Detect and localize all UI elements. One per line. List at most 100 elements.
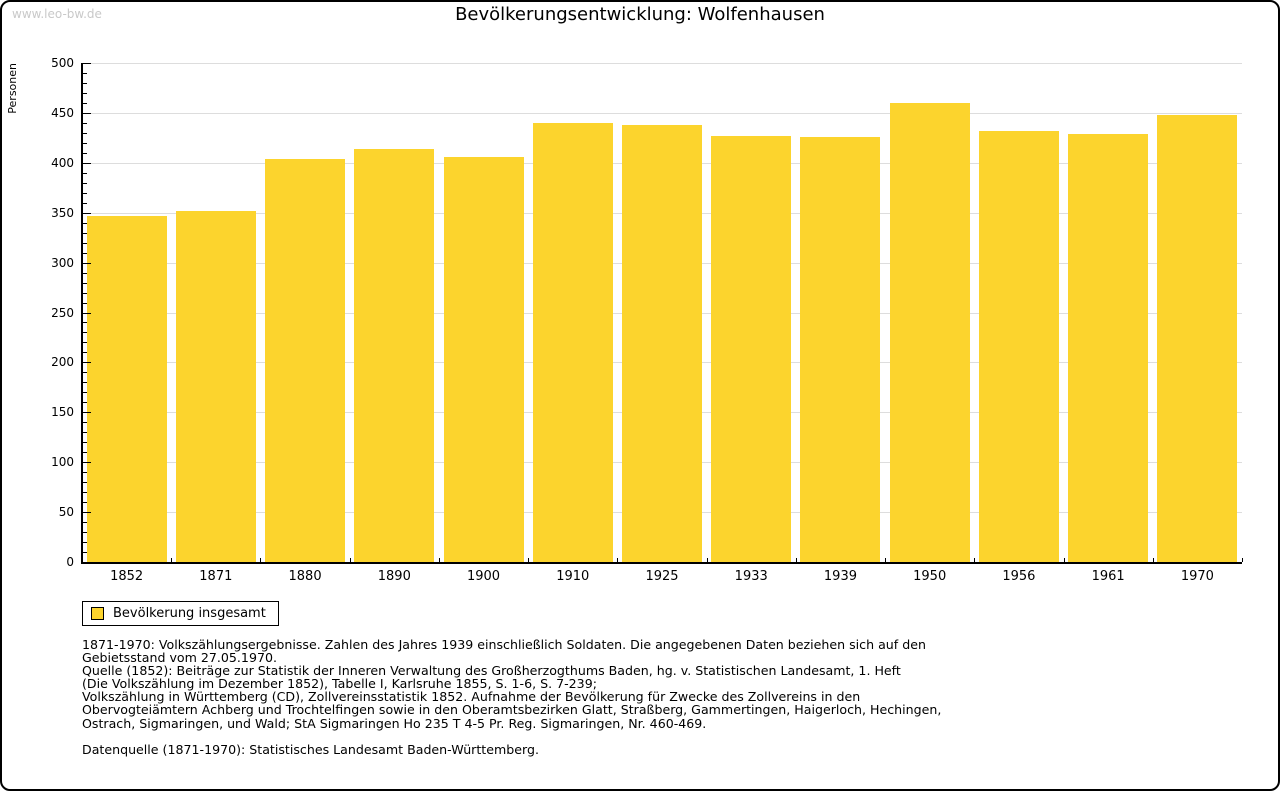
y-minor-tick <box>83 292 87 294</box>
y-major-tick <box>83 362 91 364</box>
x-tick <box>349 558 351 562</box>
y-minor-tick <box>83 302 87 304</box>
x-axis-line <box>81 562 1242 564</box>
footnote-line: Volkszählung in Württemberg (CD), Zollve… <box>82 689 861 705</box>
y-minor-tick <box>83 372 87 374</box>
bar <box>175 210 256 562</box>
x-tick-label: 1852 <box>110 569 144 584</box>
y-minor-tick <box>83 152 87 154</box>
bar <box>889 102 970 562</box>
y-minor-tick <box>83 342 87 344</box>
y-major-tick <box>83 462 91 464</box>
bar <box>86 215 167 562</box>
y-minor-tick <box>83 482 87 484</box>
x-tick-label: 1880 <box>288 569 322 584</box>
x-tick-label: 1933 <box>734 569 768 584</box>
x-tick <box>438 558 440 562</box>
y-major-tick <box>83 63 91 64</box>
x-tick <box>528 558 530 562</box>
y-tick-label: 350 <box>51 205 74 220</box>
y-minor-tick <box>83 352 87 354</box>
bar <box>443 156 524 562</box>
y-minor-tick <box>83 552 87 554</box>
y-minor-tick <box>83 182 87 184</box>
bar <box>265 158 346 562</box>
y-tick-label: 100 <box>51 455 74 470</box>
y-minor-tick <box>83 122 87 124</box>
y-minor-tick <box>83 382 87 384</box>
x-tick-label: 1961 <box>1091 569 1125 584</box>
y-minor-tick <box>83 72 87 74</box>
bar <box>354 148 435 562</box>
y-tick-label: 400 <box>51 155 74 170</box>
y-minor-tick <box>83 242 87 244</box>
y-tick-label: 150 <box>51 405 74 420</box>
bar <box>1068 133 1149 562</box>
y-minor-tick <box>83 532 87 534</box>
bar <box>800 136 881 562</box>
bar <box>978 130 1059 562</box>
y-minor-tick <box>83 172 87 174</box>
datasource-line: Datenquelle (1871-1970): Statistisches L… <box>82 742 539 757</box>
y-minor-tick <box>83 202 87 204</box>
y-minor-tick <box>83 252 87 254</box>
x-tick-label: 1950 <box>913 569 947 584</box>
y-minor-tick <box>83 402 87 404</box>
bar <box>711 135 792 562</box>
y-minor-tick <box>83 272 87 274</box>
y-major-tick <box>83 162 91 164</box>
y-major-tick <box>83 212 91 214</box>
y-minor-tick <box>83 472 87 474</box>
x-tick <box>1242 558 1243 562</box>
gridline <box>82 63 1242 64</box>
y-tick-label: 0 <box>66 555 74 569</box>
footnote-line: 1871-1970: Volkszählungsergebnisse. Zahl… <box>82 637 926 652</box>
y-minor-tick <box>83 332 87 334</box>
y-minor-tick <box>83 82 87 84</box>
y-minor-tick <box>83 102 87 104</box>
y-minor-tick <box>83 452 87 454</box>
x-tick-label: 1970 <box>1180 569 1214 584</box>
y-minor-tick <box>83 432 87 434</box>
gridline <box>82 112 1242 114</box>
x-tick-label: 1890 <box>377 569 411 584</box>
bar <box>622 124 702 562</box>
y-minor-tick <box>83 282 87 284</box>
x-tick-label: 1925 <box>645 569 679 584</box>
legend-label: Bevölkerung insgesamt <box>113 606 266 621</box>
footnote-line: Gebietsstand vom 27.05.1970. <box>82 650 277 666</box>
y-minor-tick <box>83 232 87 234</box>
y-minor-tick <box>83 502 87 504</box>
x-tick <box>260 558 262 562</box>
footnote-line: (Die Volkszählung im Dezember 1852), Tab… <box>82 676 597 692</box>
y-minor-tick <box>83 142 87 144</box>
y-minor-tick <box>83 422 87 424</box>
y-tick-label: 300 <box>51 255 74 270</box>
y-minor-tick <box>83 392 87 394</box>
y-major-tick <box>83 512 91 514</box>
y-minor-tick <box>83 322 87 324</box>
y-minor-tick <box>83 492 87 494</box>
y-minor-tick <box>83 542 87 544</box>
x-tick <box>706 558 708 562</box>
x-tick-label: 1956 <box>1002 569 1036 584</box>
y-minor-tick <box>83 132 87 134</box>
y-minor-tick <box>83 192 87 194</box>
x-tick-label: 1939 <box>823 569 857 584</box>
y-tick-label: 450 <box>51 105 74 120</box>
legend-swatch <box>91 607 104 620</box>
y-major-tick <box>83 312 91 314</box>
y-tick-label: 200 <box>51 355 74 370</box>
x-tick <box>885 558 887 562</box>
x-tick <box>617 558 619 562</box>
x-tick <box>82 558 83 562</box>
x-tick-label: 1871 <box>199 569 233 584</box>
y-minor-tick <box>83 522 87 524</box>
y-tick-label: 250 <box>51 305 74 320</box>
footnotes: 1871-1970: Volkszählungsergebnisse. Zahl… <box>82 638 1242 730</box>
legend-box: Bevölkerung insgesamt <box>82 601 279 626</box>
footnote-line: Obervogteiämtern Achberg und Trochtelfin… <box>82 702 942 718</box>
page-title: Bevölkerungsentwicklung: Wolfenhausen <box>455 4 825 25</box>
